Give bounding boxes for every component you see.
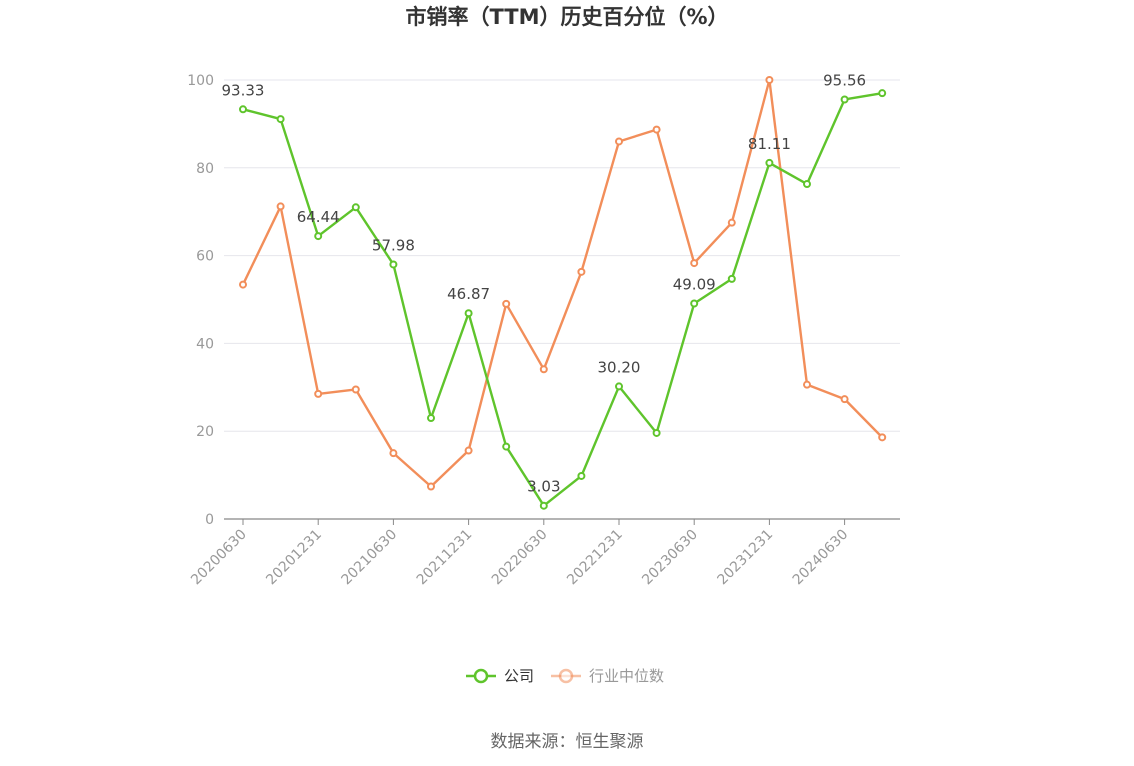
y-tick-label: 0 [205,512,214,528]
data-point [239,105,247,114]
data-point [727,218,736,227]
series-line [241,78,884,488]
data-point [276,202,285,211]
data-point [878,433,887,442]
legend-item[interactable]: 行业中位数 [551,667,664,685]
legend-marker-icon [473,668,489,684]
data-point [803,380,811,389]
data-point [765,76,774,84]
grid [224,79,900,432]
chart-title: 市销率（TTM）历史百分位（%） [405,5,728,29]
data-point [615,137,623,146]
data-label: 30.20 [598,358,641,376]
data-point [239,280,247,289]
data-point [577,267,586,276]
x-tick-label: 20210630 [339,527,401,589]
data-label: 95.56 [823,71,866,89]
data-label: 64.44 [297,208,340,226]
data-point [314,232,323,241]
data-point [464,309,473,318]
data-point [652,125,661,134]
data-label: 49.09 [673,275,716,293]
data-label: 57.98 [372,236,415,254]
data-point [727,274,736,283]
data-label: 93.33 [222,81,265,99]
data-point [314,389,323,398]
y-tick-label: 80 [196,161,214,177]
y-tick-label: 40 [196,336,214,352]
data-point [840,395,849,404]
data-point [502,442,511,451]
source-note: 数据来源：恒生聚源 [491,732,644,752]
data-point [276,115,285,124]
x-tick-label: 20230630 [639,527,701,589]
series-line [242,91,883,507]
data-point [765,158,774,167]
data-point [803,180,811,189]
data-point [652,428,661,437]
legend-item[interactable]: 公司 [466,667,534,685]
legend[interactable]: 公司 行业中位数 [466,667,664,685]
legend-label: 公司 [504,667,534,685]
data-label: 81.11 [748,135,791,153]
x-tick-label: 20221231 [564,527,626,589]
data-point [690,299,699,308]
y-tick-label: 20 [196,424,214,440]
legend-label: 行业中位数 [589,667,664,685]
legend-marker-icon [558,668,574,684]
data-label: 46.87 [447,285,490,303]
data-point [878,89,887,98]
data-point [690,259,699,268]
data-point [840,95,849,104]
data-point [577,471,586,480]
data-point [464,446,473,455]
x-tick-label: 20200630 [188,527,250,589]
x-tick-label: 20201231 [263,527,325,589]
data-point [427,482,435,491]
data-point [427,414,435,423]
data-point [389,449,398,458]
data-point [539,501,548,510]
series-layer: 93.33 64.44 57.98 46.87 3.03 30.20 49.09 81.11 9… [222,71,887,510]
x-tick-label: 20220630 [489,527,551,589]
data-point [539,365,548,374]
x-tick-label: 20240630 [790,527,852,589]
data-point [351,203,360,212]
x-tick-label: 20231231 [715,527,777,589]
y-tick-label: 60 [196,249,214,265]
data-label: 3.03 [527,478,560,496]
data-point [351,385,360,394]
y-tick-label: 100 [187,73,214,89]
data-point [615,382,623,391]
x-tick-label: 20211231 [414,527,476,589]
data-point [502,299,511,308]
data-point [389,260,398,269]
axes: 0 20 40 60 80 100 20200630 20201231 20210630 2021… [187,73,900,588]
